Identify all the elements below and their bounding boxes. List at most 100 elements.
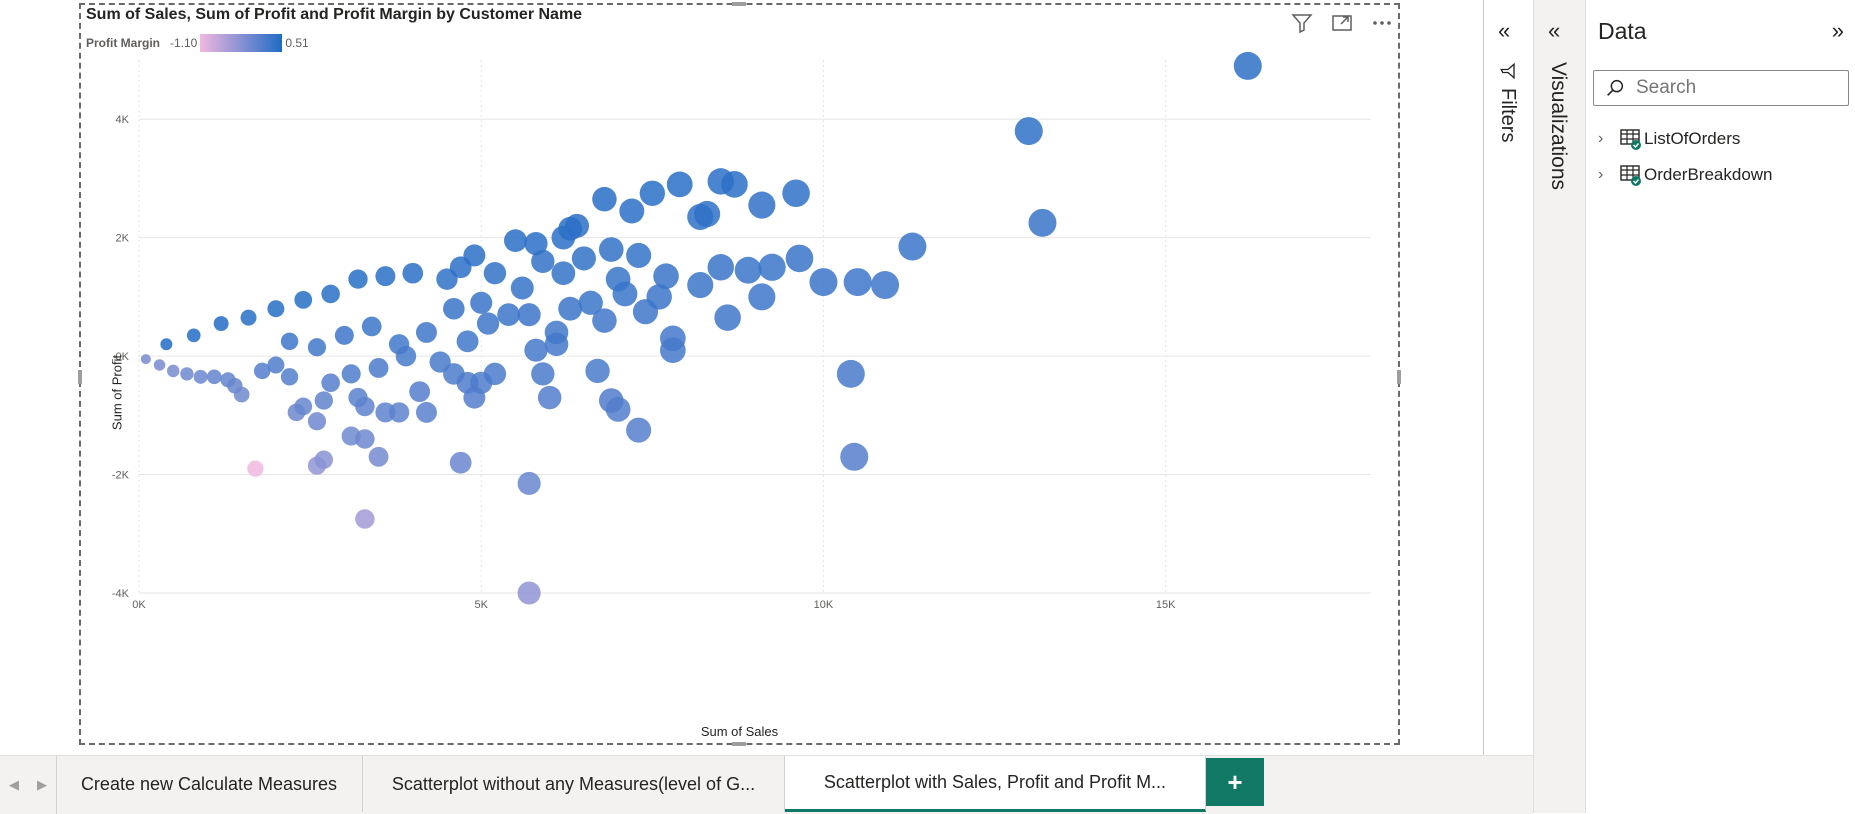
scatter-point[interactable] — [734, 256, 762, 284]
collapse-filters-icon[interactable]: « — [1498, 18, 1511, 43]
scatter-point[interactable] — [785, 244, 814, 273]
scatter-point[interactable] — [240, 309, 257, 326]
scatter-point[interactable] — [721, 171, 748, 198]
scatter-point[interactable] — [409, 381, 431, 403]
scatter-point[interactable] — [687, 271, 714, 299]
tree-item-listoforders[interactable]: › ListOfOrders — [1598, 128, 1740, 150]
scatter-point[interactable] — [504, 229, 527, 253]
scatter-point[interactable] — [307, 338, 327, 357]
scatter-point[interactable] — [497, 303, 520, 327]
scatter-point[interactable] — [558, 296, 583, 321]
scatter-point[interactable] — [206, 369, 222, 385]
scatter-point[interactable] — [592, 186, 617, 212]
scatter-point[interactable] — [646, 284, 672, 310]
chevron-right-icon[interactable]: ▶ — [37, 777, 47, 792]
scatter-point[interactable] — [748, 283, 776, 311]
scatter-point[interactable] — [402, 262, 424, 284]
expand-pane-icon[interactable]: » — [1831, 18, 1844, 43]
scatter-point[interactable] — [456, 330, 479, 353]
scatter-point[interactable] — [166, 364, 180, 378]
scatter-point[interactable] — [247, 460, 264, 477]
scatter-point[interactable] — [531, 362, 555, 386]
scatter-point[interactable] — [714, 304, 741, 331]
resize-handle-left[interactable] — [78, 370, 82, 384]
scatter-point[interactable] — [517, 581, 541, 605]
scatter-point[interactable] — [598, 237, 624, 262]
scatter-point[interactable] — [707, 254, 734, 281]
scatter-point[interactable] — [334, 325, 354, 345]
scatter-point[interactable] — [449, 451, 472, 474]
scatter-point[interactable] — [871, 271, 900, 300]
scatter-point[interactable] — [213, 316, 229, 332]
resize-handle-bottom[interactable] — [732, 742, 746, 746]
tab-create-measures[interactable]: Create new Calculate Measures — [56, 756, 363, 812]
scatter-point[interactable] — [1233, 51, 1262, 80]
tab-scatterplot-no-measures[interactable]: Scatterplot without any Measures(level o… — [363, 756, 785, 812]
scatter-point[interactable] — [355, 509, 375, 529]
scatter-point[interactable] — [693, 200, 721, 228]
scatter-point[interactable] — [280, 368, 299, 386]
scatter-point[interactable] — [341, 364, 361, 384]
scatter-point[interactable] — [253, 362, 271, 380]
scatter-point[interactable] — [517, 303, 541, 327]
scatter-point[interactable] — [476, 312, 500, 335]
scatter-point[interactable] — [395, 345, 417, 367]
scatter-point[interactable] — [544, 320, 569, 345]
scatter-point[interactable] — [843, 268, 872, 297]
scatter-point[interactable] — [267, 300, 285, 318]
scatter-point[interactable] — [153, 359, 166, 371]
scatter-point[interactable] — [375, 266, 396, 287]
scatter-point[interactable] — [483, 362, 507, 386]
scatter-point[interactable] — [551, 261, 576, 286]
scatter-point[interactable] — [368, 358, 389, 378]
scatter-point[interactable] — [619, 198, 645, 224]
scatter-point[interactable] — [361, 316, 382, 337]
scatter-point[interactable] — [840, 442, 869, 471]
scatter-point[interactable] — [160, 338, 173, 351]
scatter-point[interactable] — [321, 373, 340, 393]
scatter-point[interactable] — [307, 412, 327, 431]
scatter-point[interactable] — [585, 358, 610, 384]
scatter-point[interactable] — [180, 367, 194, 381]
focus-mode-icon[interactable] — [1330, 11, 1354, 35]
more-options-icon[interactable] — [1370, 11, 1394, 35]
scatter-point[interactable] — [524, 338, 548, 362]
scatter-point[interactable] — [348, 269, 368, 289]
visualizations-label[interactable]: Visualizations — [1547, 62, 1570, 191]
resize-handle-right[interactable] — [1397, 370, 1401, 384]
chevron-right-icon[interactable]: › — [1598, 166, 1604, 183]
scatter-point[interactable] — [368, 446, 389, 467]
scatter-point[interactable] — [836, 359, 865, 388]
scatter-point[interactable] — [1014, 117, 1043, 146]
scatter-point[interactable] — [531, 249, 555, 274]
scatter-point[interactable] — [415, 401, 437, 423]
scatter-point[interactable] — [280, 332, 299, 350]
add-page-button[interactable]: + — [1206, 758, 1264, 806]
search-box[interactable] — [1593, 70, 1849, 106]
scatter-point[interactable] — [233, 386, 250, 403]
chevron-right-icon[interactable]: › — [1598, 130, 1604, 147]
chevron-left-icon[interactable]: ◀ — [9, 777, 19, 792]
scatter-point[interactable] — [592, 308, 617, 333]
scatter-point[interactable] — [321, 284, 340, 304]
scatter-point[interactable] — [605, 397, 631, 422]
search-input[interactable] — [1634, 76, 1838, 100]
scatter-point[interactable] — [510, 276, 534, 300]
scatter-point[interactable] — [898, 232, 927, 261]
scatter-point[interactable] — [809, 268, 838, 297]
scatter-point[interactable] — [537, 385, 562, 410]
scatter-point[interactable] — [355, 396, 375, 417]
tree-item-orderbreakdown[interactable]: › OrderBreakdown — [1598, 164, 1773, 186]
resize-handle-top[interactable] — [732, 2, 746, 6]
scatter-point[interactable] — [193, 369, 208, 384]
scatter-point[interactable] — [463, 244, 486, 267]
scatter-point[interactable] — [443, 297, 465, 320]
scatter-point[interactable] — [294, 397, 313, 416]
scatter-point[interactable] — [1028, 208, 1057, 237]
scatter-point[interactable] — [571, 246, 596, 271]
scatter-point[interactable] — [578, 290, 603, 315]
scatter-point[interactable] — [415, 321, 437, 343]
scatter-point[interactable] — [639, 180, 665, 206]
scatter-point[interactable] — [612, 281, 638, 307]
tab-scatterplot-sales-profit[interactable]: Scatterplot with Sales, Profit and Profi… — [785, 756, 1206, 812]
